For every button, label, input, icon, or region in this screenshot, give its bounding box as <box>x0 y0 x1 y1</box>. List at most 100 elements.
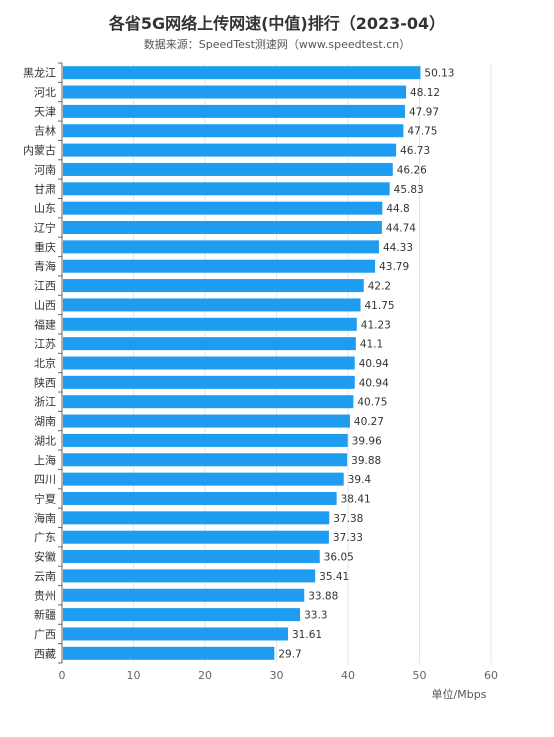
value-label: 41.1 <box>360 339 383 351</box>
bar <box>63 395 354 409</box>
value-label: 37.38 <box>333 513 363 525</box>
bar <box>63 221 382 235</box>
bar <box>63 646 275 660</box>
value-label: 29.7 <box>278 648 301 660</box>
category-label: 山西 <box>34 299 56 312</box>
value-label: 44.74 <box>386 223 416 235</box>
bar <box>63 259 376 273</box>
value-label: 39.4 <box>348 474 372 486</box>
bar <box>63 530 329 544</box>
category-label: 青海 <box>34 259 56 273</box>
value-label: 40.94 <box>359 358 389 370</box>
category-label: 贵州 <box>34 589 56 602</box>
value-label: 33.3 <box>304 610 327 622</box>
category-label: 湖北 <box>34 434 56 447</box>
bar <box>63 279 364 293</box>
bar <box>63 240 379 254</box>
category-label: 重庆 <box>34 240 56 254</box>
value-label: 40.75 <box>357 397 387 409</box>
bar <box>63 201 383 215</box>
category-label: 西藏 <box>34 647 56 660</box>
value-label: 38.41 <box>341 493 371 505</box>
value-label: 40.27 <box>354 416 384 428</box>
value-label: 45.83 <box>394 184 424 196</box>
value-label: 44.33 <box>383 242 413 254</box>
category-label: 宁夏 <box>34 491 56 505</box>
value-label: 48.12 <box>410 87 440 99</box>
bar <box>63 414 350 428</box>
bar <box>63 453 348 467</box>
category-label: 广西 <box>34 628 56 641</box>
category-label: 江苏 <box>34 338 56 351</box>
value-label: 47.75 <box>407 126 437 138</box>
bar <box>63 356 355 370</box>
bar <box>63 298 361 312</box>
x-tick-label: 40 <box>341 669 355 682</box>
bar <box>63 182 390 196</box>
x-axis-unit-label: 单位/Mbps <box>431 688 487 701</box>
bar <box>63 337 356 351</box>
value-label: 50.13 <box>424 68 454 80</box>
category-label: 天津 <box>34 105 56 118</box>
bar <box>63 491 337 505</box>
bar <box>63 143 397 157</box>
value-label: 39.88 <box>351 455 381 467</box>
category-label: 广东 <box>34 531 56 544</box>
value-label: 47.97 <box>409 106 439 118</box>
category-label: 浙江 <box>34 396 56 409</box>
bar <box>63 433 348 447</box>
bar <box>63 550 320 564</box>
bar <box>63 85 407 99</box>
chart-title: 各省5G网络上传网速(中值)排行（2023-04） <box>108 14 446 33</box>
value-label: 46.26 <box>397 164 427 176</box>
category-label: 吉林 <box>34 124 56 138</box>
category-label: 云南 <box>34 570 56 583</box>
bar <box>63 472 344 486</box>
x-tick-label: 0 <box>59 669 66 682</box>
category-label: 山东 <box>34 202 56 215</box>
value-label: 41.75 <box>365 300 395 312</box>
category-label: 黑龙江 <box>23 67 56 80</box>
category-label: 河南 <box>34 163 56 176</box>
category-label: 海南 <box>34 511 56 525</box>
category-label: 四川 <box>34 473 56 486</box>
value-label: 31.61 <box>292 629 322 641</box>
value-label: 35.41 <box>319 571 349 583</box>
value-label: 41.23 <box>361 319 391 331</box>
x-tick-label: 10 <box>127 669 141 682</box>
value-label: 36.05 <box>324 552 354 564</box>
category-label: 福建 <box>34 317 56 331</box>
value-label: 46.73 <box>400 145 430 157</box>
bar <box>63 66 421 80</box>
bar <box>63 511 330 525</box>
value-label: 37.33 <box>333 532 363 544</box>
x-tick-label: 20 <box>198 669 212 682</box>
category-label: 北京 <box>34 356 56 370</box>
bar <box>63 569 316 583</box>
category-label: 安徽 <box>34 550 56 564</box>
bar <box>63 162 393 176</box>
category-label: 陕西 <box>34 375 56 389</box>
category-label: 辽宁 <box>34 221 56 235</box>
category-label: 上海 <box>34 453 56 467</box>
x-tick-label: 50 <box>413 669 427 682</box>
value-label: 44.8 <box>386 203 409 215</box>
chart-subtitle: 数据来源：SpeedTest测速网（www.speedtest.cn） <box>143 38 411 51</box>
category-label: 河北 <box>34 86 56 99</box>
value-label: 42.2 <box>368 281 391 293</box>
category-label: 甘肃 <box>34 183 56 196</box>
bar <box>63 627 289 641</box>
value-label: 33.88 <box>308 590 338 602</box>
category-label: 新疆 <box>34 608 56 622</box>
value-label: 43.79 <box>379 261 409 273</box>
category-label: 湖南 <box>34 415 56 428</box>
bar <box>63 104 405 118</box>
value-label: 39.96 <box>352 435 382 447</box>
value-label: 40.94 <box>359 377 389 389</box>
bar <box>63 588 305 602</box>
bar <box>63 124 404 138</box>
x-tick-label: 60 <box>484 669 498 682</box>
category-label: 内蒙古 <box>23 143 56 157</box>
